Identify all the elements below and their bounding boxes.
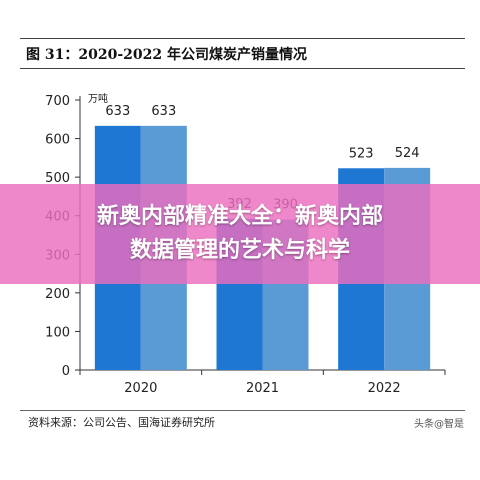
overlay-line-1: 新奥内部精准大全：新奥内部 (96, 204, 383, 229)
y-tick-label: 600 (45, 133, 70, 148)
x-tick-label: 2022 (368, 381, 401, 396)
y-tick-label: 0 (62, 364, 70, 379)
data-label-2020-series-2: 633 (151, 104, 176, 119)
source-note: 资料来源：公司公告、国海证券研究所 (28, 416, 215, 429)
y-tick-label: 700 (45, 94, 70, 109)
y-axis-unit-label: 万吨 (88, 92, 108, 105)
y-tick-label: 100 (45, 325, 70, 340)
source-rule (20, 410, 465, 411)
data-label-2022-series-1: 523 (349, 146, 374, 161)
data-label-2022-series-2: 524 (395, 146, 420, 161)
x-tick-label: 2021 (246, 381, 279, 396)
title-overlay-banner: 新奥内部精准大全：新奥内部 数据管理的艺术与科学 (0, 184, 480, 284)
y-tick-label: 200 (45, 287, 70, 302)
y-tick-label: 500 (45, 171, 70, 186)
chart-title: 图 31：2020-2022 年公司煤炭产销量情况 (26, 47, 307, 63)
overlay-line-2: 数据管理的艺术与科学 (129, 238, 350, 263)
x-tick-label: 2020 (124, 381, 157, 396)
watermark-text: 头条@智是 (414, 419, 464, 430)
data-label-2020-series-1: 633 (105, 104, 130, 119)
title-rule (20, 68, 465, 69)
title-rule-top (20, 38, 465, 39)
watermark: 头条@智是 (414, 415, 464, 430)
